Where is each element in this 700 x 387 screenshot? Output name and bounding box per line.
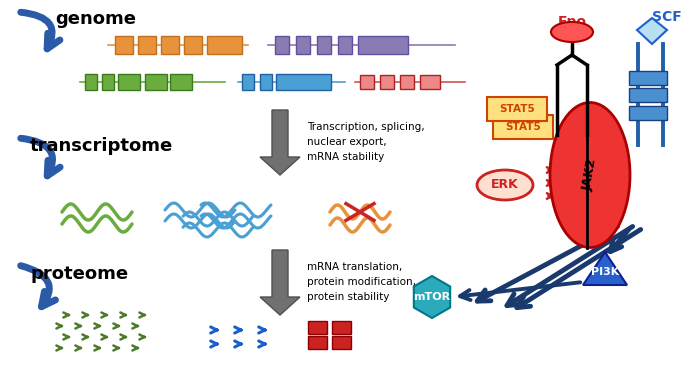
Bar [138,36,156,54]
Text: Epo: Epo [557,15,587,29]
Bar [296,36,310,54]
Text: transcriptome: transcriptome [30,137,174,155]
Bar [332,336,351,349]
Bar [170,74,192,90]
Text: proteome: proteome [30,265,128,283]
Bar [400,75,414,89]
Polygon shape [260,250,300,315]
Text: STAT5: STAT5 [505,122,541,132]
Bar [358,36,408,54]
Bar [338,36,352,54]
Bar [420,75,440,89]
Polygon shape [414,276,450,318]
Bar [115,36,133,54]
Ellipse shape [551,22,593,42]
Text: SCF: SCF [652,10,682,24]
Bar [161,36,179,54]
Bar [380,75,394,89]
Bar [102,74,114,90]
Text: mTOR: mTOR [414,292,451,302]
Bar [360,75,374,89]
Text: Transcription, splicing,
nuclear export,
mRNA stability: Transcription, splicing, nuclear export,… [307,122,425,162]
Bar [317,36,331,54]
Bar [308,321,327,334]
Bar [332,321,351,334]
Bar [629,88,667,102]
Polygon shape [260,110,300,175]
Bar [276,74,331,90]
Bar [118,74,140,90]
Text: PI3K: PI3K [591,267,619,277]
Bar [629,106,667,120]
Text: STAT5: STAT5 [499,104,535,114]
FancyBboxPatch shape [493,115,553,139]
Polygon shape [637,18,667,44]
Ellipse shape [477,170,533,200]
Bar [184,36,202,54]
Bar [629,71,667,85]
Bar [260,74,272,90]
Text: JAK2: JAK2 [581,158,599,192]
Ellipse shape [550,103,630,248]
Bar [145,74,167,90]
Text: ERK: ERK [491,178,519,192]
Text: mRNA translation,
protein modification,
protein stability: mRNA translation, protein modification, … [307,262,416,301]
FancyBboxPatch shape [487,97,547,121]
Bar [207,36,242,54]
Text: genome: genome [55,10,136,28]
Bar [275,36,289,54]
Polygon shape [583,252,627,285]
Bar [242,74,254,90]
Bar [308,336,327,349]
Bar [85,74,97,90]
